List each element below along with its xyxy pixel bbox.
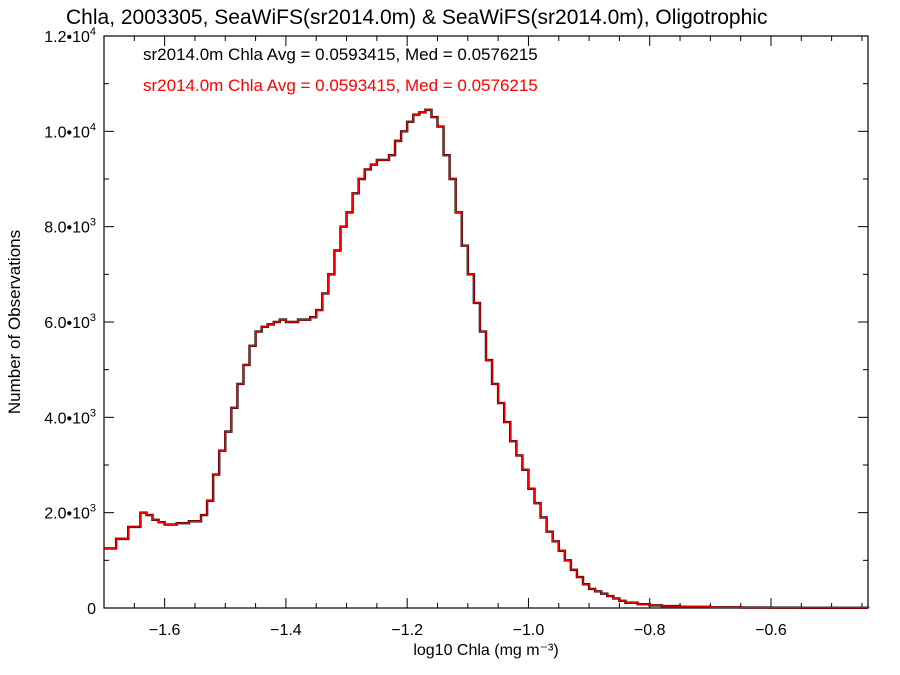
x-tick-label: −1.2	[391, 622, 423, 639]
series-red-line	[104, 109, 869, 609]
y-tick-label-mantissa: 1.0•10	[44, 124, 90, 141]
plot-frame	[103, 35, 869, 609]
y-tick-label: 2.0•103	[44, 503, 96, 523]
stats-annotation-red: sr2014.0m Chla Avg = 0.0593415, Med = 0.…	[143, 76, 538, 95]
y-tick-label: 1.2•104	[44, 26, 96, 46]
y-tick-label-mantissa: 0	[87, 601, 96, 618]
y-tick-label: 1.0•104	[44, 121, 96, 141]
y-tick-label: 6.0•103	[44, 312, 96, 332]
x-tick-label: −1.0	[513, 622, 545, 639]
y-tick-label-mantissa: 1.2•10	[44, 29, 90, 46]
x-tick-label: −0.6	[755, 622, 787, 639]
data-series	[104, 108, 870, 610]
y-tick-label-exponent: 3	[90, 503, 96, 515]
chart-title: Chla, 2003305, SeaWiFS(sr2014.0m) & SeaW…	[66, 6, 767, 29]
y-tick-label-exponent: 3	[90, 312, 96, 324]
x-tick-label: −1.4	[270, 622, 302, 639]
x-tick-label: −0.8	[634, 622, 666, 639]
stats-annotation-black: sr2014.0m Chla Avg = 0.0593415, Med = 0.…	[143, 45, 538, 64]
y-tick-label-exponent: 4	[90, 121, 96, 133]
y-tick-label-exponent: 3	[90, 407, 96, 419]
y-tick-label-mantissa: 8.0•10	[44, 220, 90, 237]
y-axis-label: Number of Observations	[5, 230, 24, 414]
y-tick-label: 8.0•103	[44, 217, 96, 237]
y-tick-label-exponent: 4	[90, 26, 96, 38]
y-tick-label: 0	[87, 601, 96, 618]
y-tick-label: 4.0•103	[44, 407, 96, 427]
y-tick-label-exponent: 3	[90, 217, 96, 229]
y-tick-label-mantissa: 4.0•10	[44, 410, 90, 427]
y-tick-label-mantissa: 6.0•10	[44, 315, 90, 332]
x-axis-label: log10 Chla (mg m⁻³)	[413, 642, 558, 659]
y-tick-label-mantissa: 2.0•10	[44, 506, 90, 523]
axis-ticks: 02.0•1034.0•1036.0•1038.0•1031.0•1041.2•…	[44, 26, 868, 639]
x-tick-label: −1.6	[149, 622, 181, 639]
